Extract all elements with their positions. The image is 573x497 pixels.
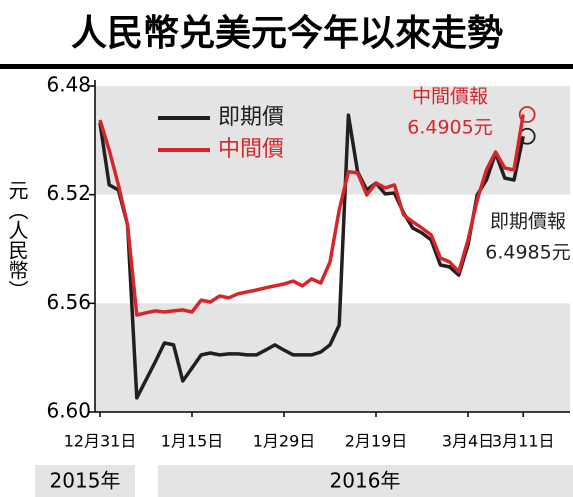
band [95, 86, 570, 195]
annotation: 中間價報 [412, 86, 488, 108]
y-tick-label: 6.48 [46, 73, 91, 97]
year-box [158, 465, 573, 497]
y-tick-label: 6.56 [46, 290, 91, 314]
x-tick-label: 3月11日 [492, 432, 555, 451]
x-tick-label: 12月31日 [64, 432, 137, 451]
y-axis-label: 元（人民幣） [5, 180, 29, 300]
annotation: 6.4905元 [407, 117, 492, 139]
x-tick-label: 2月19日 [345, 432, 408, 451]
series-line [98, 113, 525, 400]
annotation: 6.4985元 [485, 242, 570, 264]
legend-label: 中間價 [218, 137, 284, 162]
year-label: 2016年 [330, 469, 401, 493]
x-tick-label: 3月4日 [442, 432, 494, 451]
end-marker [518, 106, 536, 123]
y-tick-label: 6.52 [46, 181, 91, 205]
x-tick-label: 1月29日 [253, 432, 316, 451]
title-rule [0, 64, 573, 69]
series-line [98, 114, 525, 317]
year-box [35, 465, 135, 497]
y-tick-label: 6.60 [46, 399, 91, 423]
annotation: 即期價報 [490, 211, 566, 233]
year-label: 2015年 [50, 469, 121, 493]
chart-title: 人民幣兑美元今年以來走勢 [71, 12, 503, 54]
x-tick-label: 1月15日 [161, 432, 224, 451]
legend-label: 即期價 [218, 105, 284, 130]
band [95, 303, 570, 412]
